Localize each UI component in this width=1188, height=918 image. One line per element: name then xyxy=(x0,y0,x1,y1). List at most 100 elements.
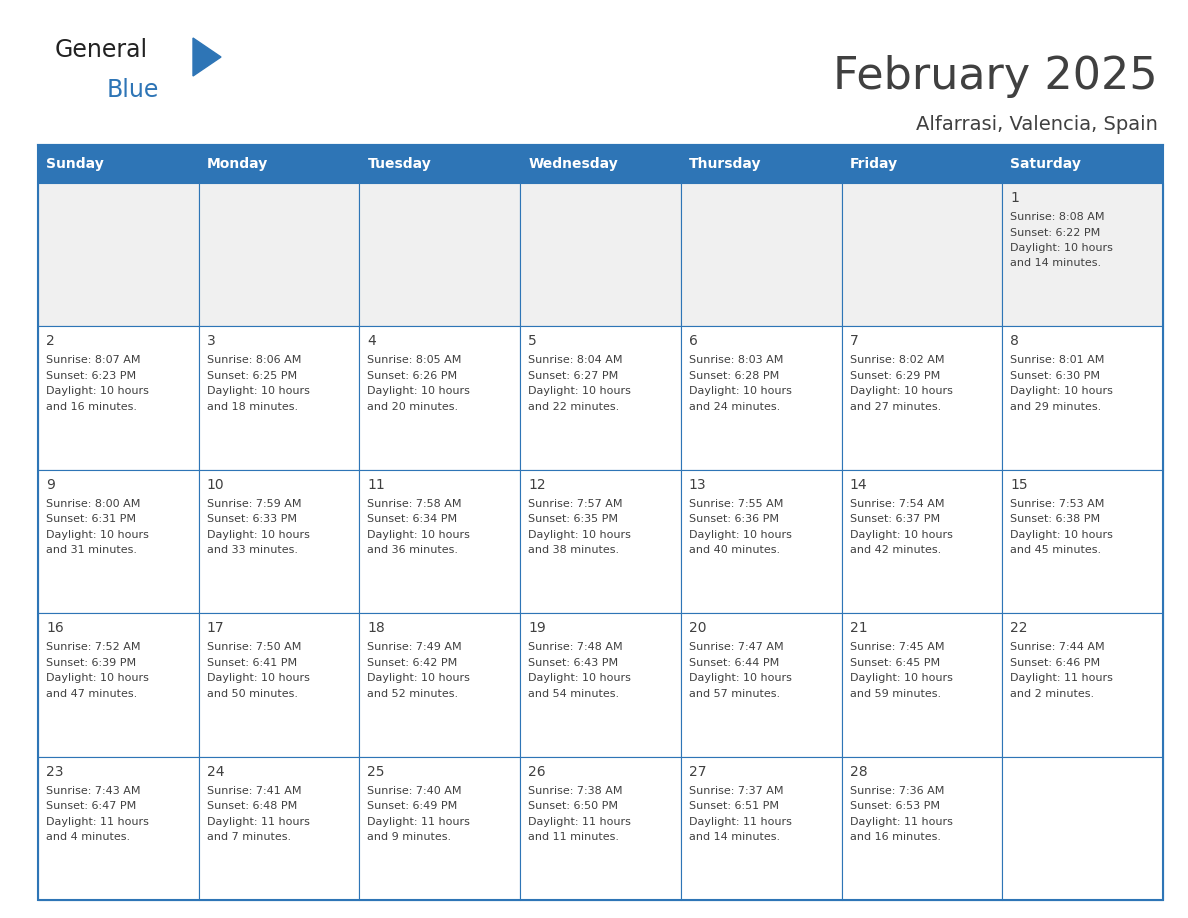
Text: Daylight: 11 hours: Daylight: 11 hours xyxy=(849,817,953,826)
Text: Alfarrasi, Valencia, Spain: Alfarrasi, Valencia, Spain xyxy=(916,115,1158,134)
Text: Daylight: 10 hours: Daylight: 10 hours xyxy=(207,673,310,683)
Bar xyxy=(360,470,520,613)
Bar xyxy=(1003,756,1163,900)
Text: 6: 6 xyxy=(689,334,697,349)
Bar xyxy=(198,183,360,327)
Text: Saturday: Saturday xyxy=(1010,157,1081,171)
Text: 8: 8 xyxy=(1010,334,1019,349)
Bar xyxy=(38,470,198,613)
Text: and 54 minutes.: and 54 minutes. xyxy=(529,688,619,699)
Text: and 47 minutes.: and 47 minutes. xyxy=(46,688,138,699)
Polygon shape xyxy=(192,38,221,76)
Text: 4: 4 xyxy=(367,334,377,349)
Bar xyxy=(681,756,841,900)
Text: Sunset: 6:37 PM: Sunset: 6:37 PM xyxy=(849,514,940,524)
Text: Sunrise: 7:53 AM: Sunrise: 7:53 AM xyxy=(1010,498,1105,509)
Text: Sunrise: 7:43 AM: Sunrise: 7:43 AM xyxy=(46,786,140,796)
Text: Sunrise: 8:00 AM: Sunrise: 8:00 AM xyxy=(46,498,140,509)
Text: Daylight: 10 hours: Daylight: 10 hours xyxy=(529,386,631,397)
Text: Tuesday: Tuesday xyxy=(367,157,431,171)
Text: Sunrise: 8:07 AM: Sunrise: 8:07 AM xyxy=(46,355,140,365)
Text: Sunrise: 7:49 AM: Sunrise: 7:49 AM xyxy=(367,643,462,652)
Text: Sunrise: 7:59 AM: Sunrise: 7:59 AM xyxy=(207,498,302,509)
Text: 18: 18 xyxy=(367,621,385,635)
Text: Sunset: 6:42 PM: Sunset: 6:42 PM xyxy=(367,657,457,667)
Text: Sunrise: 8:06 AM: Sunrise: 8:06 AM xyxy=(207,355,301,365)
Text: and 40 minutes.: and 40 minutes. xyxy=(689,545,781,555)
Bar xyxy=(1003,613,1163,756)
Bar xyxy=(520,183,681,327)
Text: Sunset: 6:23 PM: Sunset: 6:23 PM xyxy=(46,371,137,381)
Bar xyxy=(360,613,520,756)
Bar xyxy=(38,145,1163,900)
Text: Sunrise: 7:38 AM: Sunrise: 7:38 AM xyxy=(529,786,623,796)
Bar xyxy=(360,145,520,183)
Text: and 38 minutes.: and 38 minutes. xyxy=(529,545,619,555)
Text: Sunrise: 7:55 AM: Sunrise: 7:55 AM xyxy=(689,498,783,509)
Text: Sunrise: 7:52 AM: Sunrise: 7:52 AM xyxy=(46,643,140,652)
Text: and 4 minutes.: and 4 minutes. xyxy=(46,832,131,842)
Text: General: General xyxy=(55,38,148,62)
Text: Sunrise: 8:05 AM: Sunrise: 8:05 AM xyxy=(367,355,462,365)
Text: Daylight: 10 hours: Daylight: 10 hours xyxy=(689,386,791,397)
Text: Sunrise: 7:44 AM: Sunrise: 7:44 AM xyxy=(1010,643,1105,652)
Text: 15: 15 xyxy=(1010,477,1028,492)
Text: 5: 5 xyxy=(529,334,537,349)
Text: Daylight: 11 hours: Daylight: 11 hours xyxy=(46,817,148,826)
Bar xyxy=(841,327,1003,470)
Text: Sunday: Sunday xyxy=(46,157,103,171)
Bar xyxy=(1003,183,1163,327)
Text: 21: 21 xyxy=(849,621,867,635)
Text: Sunrise: 7:58 AM: Sunrise: 7:58 AM xyxy=(367,498,462,509)
Bar xyxy=(1003,145,1163,183)
Text: Daylight: 11 hours: Daylight: 11 hours xyxy=(207,817,310,826)
Bar xyxy=(841,183,1003,327)
Text: Sunset: 6:25 PM: Sunset: 6:25 PM xyxy=(207,371,297,381)
Text: Daylight: 10 hours: Daylight: 10 hours xyxy=(849,673,953,683)
Text: 19: 19 xyxy=(529,621,546,635)
Bar xyxy=(681,613,841,756)
Bar xyxy=(360,756,520,900)
Text: and 31 minutes.: and 31 minutes. xyxy=(46,545,137,555)
Text: Daylight: 10 hours: Daylight: 10 hours xyxy=(1010,386,1113,397)
Text: and 57 minutes.: and 57 minutes. xyxy=(689,688,781,699)
Text: Sunset: 6:43 PM: Sunset: 6:43 PM xyxy=(529,657,618,667)
Text: Sunrise: 8:03 AM: Sunrise: 8:03 AM xyxy=(689,355,783,365)
Text: and 16 minutes.: and 16 minutes. xyxy=(46,402,137,412)
Text: and 11 minutes.: and 11 minutes. xyxy=(529,832,619,842)
Bar xyxy=(198,613,360,756)
Text: Daylight: 10 hours: Daylight: 10 hours xyxy=(529,673,631,683)
Text: Sunrise: 8:02 AM: Sunrise: 8:02 AM xyxy=(849,355,944,365)
Text: and 50 minutes.: and 50 minutes. xyxy=(207,688,298,699)
Text: Sunset: 6:28 PM: Sunset: 6:28 PM xyxy=(689,371,779,381)
Text: 9: 9 xyxy=(46,477,55,492)
Text: Sunset: 6:39 PM: Sunset: 6:39 PM xyxy=(46,657,137,667)
Bar xyxy=(520,470,681,613)
Text: Sunrise: 8:01 AM: Sunrise: 8:01 AM xyxy=(1010,355,1105,365)
Text: and 42 minutes.: and 42 minutes. xyxy=(849,545,941,555)
Text: 11: 11 xyxy=(367,477,385,492)
Bar xyxy=(198,470,360,613)
Text: Sunrise: 7:45 AM: Sunrise: 7:45 AM xyxy=(849,643,944,652)
Text: Daylight: 10 hours: Daylight: 10 hours xyxy=(689,673,791,683)
Text: Sunrise: 7:36 AM: Sunrise: 7:36 AM xyxy=(849,786,944,796)
Text: Daylight: 11 hours: Daylight: 11 hours xyxy=(529,817,631,826)
Text: 14: 14 xyxy=(849,477,867,492)
Text: Daylight: 10 hours: Daylight: 10 hours xyxy=(207,386,310,397)
Text: and 29 minutes.: and 29 minutes. xyxy=(1010,402,1101,412)
Text: Daylight: 10 hours: Daylight: 10 hours xyxy=(849,530,953,540)
Bar xyxy=(38,145,198,183)
Text: Daylight: 10 hours: Daylight: 10 hours xyxy=(367,673,470,683)
Text: 26: 26 xyxy=(529,765,545,778)
Text: and 14 minutes.: and 14 minutes. xyxy=(1010,259,1101,268)
Text: Sunrise: 7:47 AM: Sunrise: 7:47 AM xyxy=(689,643,783,652)
Text: Sunset: 6:50 PM: Sunset: 6:50 PM xyxy=(529,801,618,812)
Text: Sunset: 6:30 PM: Sunset: 6:30 PM xyxy=(1010,371,1100,381)
Bar xyxy=(520,756,681,900)
Text: Sunset: 6:26 PM: Sunset: 6:26 PM xyxy=(367,371,457,381)
Bar xyxy=(520,327,681,470)
Text: 10: 10 xyxy=(207,477,225,492)
Text: and 36 minutes.: and 36 minutes. xyxy=(367,545,459,555)
Text: 13: 13 xyxy=(689,477,707,492)
Text: and 22 minutes.: and 22 minutes. xyxy=(529,402,619,412)
